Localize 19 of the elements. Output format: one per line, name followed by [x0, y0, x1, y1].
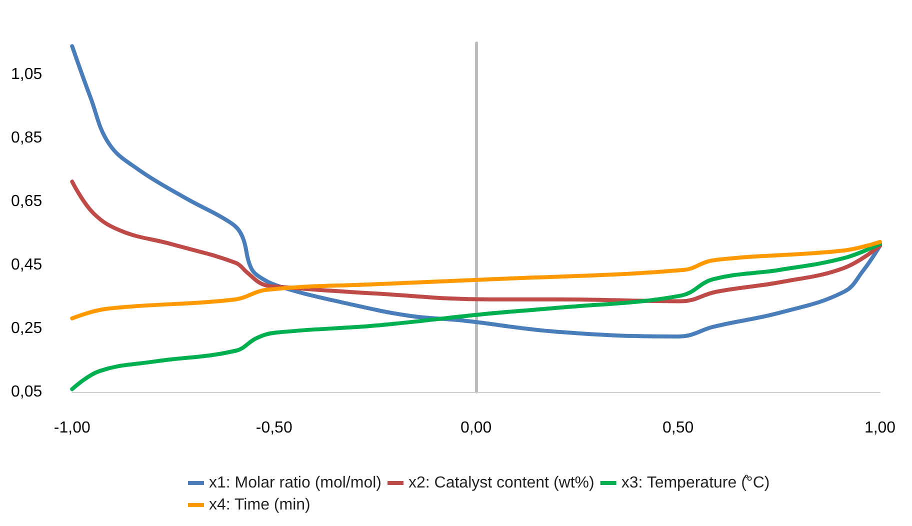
x-tick-label: -0,50	[256, 420, 292, 436]
line-series	[70, 44, 882, 338]
y-tick-label: 1,05	[11, 66, 42, 84]
x-tick-label: 1,00	[864, 420, 896, 436]
legend-label: x4: Time (min)	[209, 496, 310, 514]
legend-label: x3: Temperature (̊°C)	[621, 474, 770, 492]
line-series	[70, 240, 882, 320]
y-tick-label: 0,05	[11, 384, 42, 400]
y-tick-label: 0,45	[11, 256, 42, 274]
x-tick-label: 0,00	[460, 420, 492, 436]
line-series	[70, 242, 882, 392]
x-tick-label: -1,00	[54, 420, 90, 436]
y-tick-label: 0,65	[11, 193, 42, 210]
legend-label: x2: Catalyst content (wt%)	[408, 474, 594, 492]
x-tick-label: 0,50	[662, 420, 694, 436]
line-series	[70, 180, 882, 304]
legend-label: x1: Molar ratio (mol/mol)	[209, 474, 382, 492]
y-tick-label: 0,25	[11, 320, 42, 338]
y-tick-label: 0,85	[11, 130, 42, 147]
